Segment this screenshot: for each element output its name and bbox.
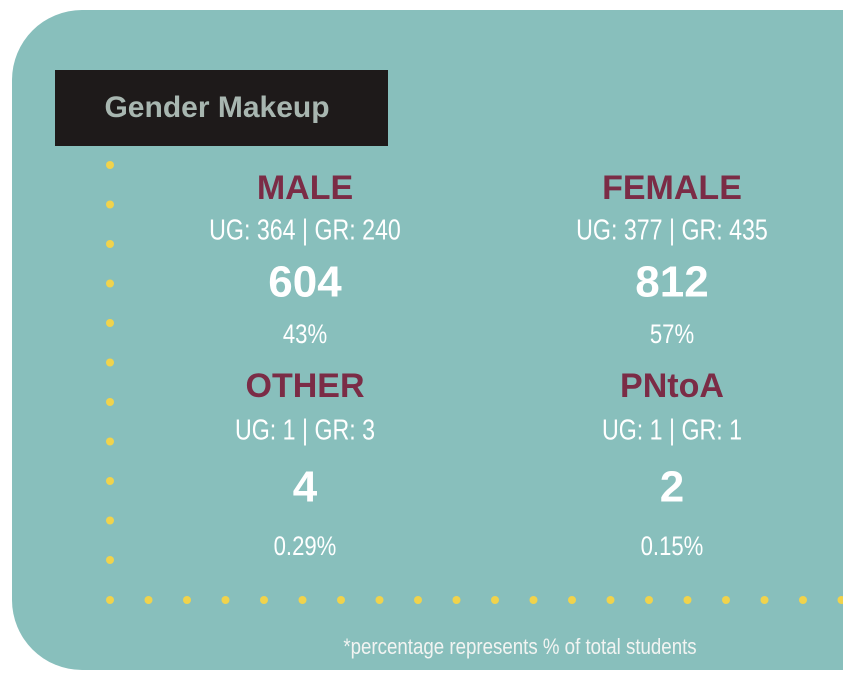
dot	[106, 516, 114, 525]
group-total: 812	[635, 258, 708, 307]
dot	[106, 279, 114, 288]
group-breakdown: UG: 1 | GR: 1	[602, 413, 742, 446]
group-breakdown: UG: 1 | GR: 3	[235, 413, 375, 446]
dot	[491, 596, 499, 604]
dot	[760, 596, 769, 604]
dot	[106, 556, 114, 564]
dot	[106, 437, 114, 446]
dot	[298, 596, 307, 604]
header-box	[55, 70, 388, 146]
dot	[106, 161, 114, 169]
dot	[106, 358, 114, 367]
group-total: 604	[268, 258, 342, 307]
dot	[799, 596, 807, 604]
group-total: 4	[293, 463, 318, 512]
groups: MALE UG: 364 | GR: 240 604 43% FEMALE UG: 377…	[209, 169, 768, 562]
dot	[260, 596, 268, 604]
card-background	[12, 10, 843, 670]
dot	[106, 319, 114, 327]
group-breakdown: UG: 364 | GR: 240	[209, 213, 401, 246]
dot	[183, 596, 191, 604]
dot	[144, 596, 153, 604]
group-label: MALE	[257, 169, 353, 207]
dot	[106, 596, 114, 604]
dot	[414, 596, 422, 604]
group-percent: 0.29%	[274, 532, 337, 562]
group-label: OTHER	[246, 367, 365, 405]
dot	[221, 596, 230, 604]
dot	[106, 398, 114, 406]
dot	[106, 477, 114, 485]
group-label: FEMALE	[602, 169, 742, 207]
dot	[529, 596, 538, 604]
dot	[606, 596, 615, 604]
dot	[337, 596, 345, 604]
dot	[645, 596, 653, 604]
group-percent: 0.15%	[641, 532, 704, 562]
dot	[837, 596, 843, 604]
dot	[452, 596, 461, 604]
group-percent: 43%	[283, 320, 327, 350]
dot	[375, 596, 384, 604]
group-label: PNtoA	[620, 367, 724, 405]
group-total: 2	[660, 463, 684, 512]
footnote: *percentage represents % of total studen…	[343, 635, 696, 659]
dot	[722, 596, 730, 604]
dot	[106, 240, 114, 248]
dot	[683, 596, 692, 604]
header-title: Gender Makeup	[104, 91, 329, 124]
dot	[568, 596, 576, 604]
group-percent: 57%	[650, 320, 694, 350]
dot	[106, 200, 114, 209]
group-breakdown: UG: 377 | GR: 435	[576, 213, 768, 246]
dotted-border	[106, 161, 843, 604]
